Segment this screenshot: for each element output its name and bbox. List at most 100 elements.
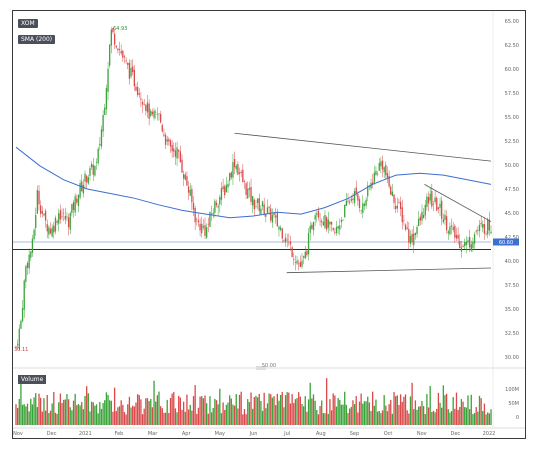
volume-bar [155,401,157,425]
volume-bar [427,407,430,425]
volume-bar [289,403,292,425]
price-tick-label: 45.00 [505,211,519,217]
candlestick-chart: 65.00 62.50 60.00 57.50 55.00 52.50 50.00 47.50… [13,11,525,437]
volume-panel-label[interactable]: Volume [18,375,47,384]
volume-bar [232,404,234,425]
volume-bar [250,392,252,425]
candle-body [291,247,293,257]
volume-bar [41,411,43,425]
candle-body [102,114,104,132]
candle-body [248,187,251,190]
candle-body [273,212,275,216]
candle-body [191,188,193,203]
candle-body [138,93,140,95]
candle-body [186,176,188,186]
candle-body [261,201,264,207]
volume-bar [278,400,280,425]
price-tick-label: 42.50 [505,235,519,241]
volume-bar [107,394,109,425]
center-annotation: 50.00 [262,363,276,369]
candle-body [113,33,116,45]
candle-body [268,206,270,208]
candle-body [176,147,178,159]
candle-body [296,260,298,264]
candle-body [72,202,75,211]
volume-bar [94,405,96,425]
volume-bar [87,393,89,425]
candle-body [258,198,260,212]
candle-body [209,212,211,227]
candle-body [406,227,408,229]
volume-bar [388,404,390,425]
volume-bar [118,406,121,425]
candle-body [472,241,474,248]
volume-bar [158,391,160,425]
sma-indicator-badge[interactable]: SMA (200) [18,35,56,44]
volume-bar [386,411,389,425]
volume-bar [133,406,135,425]
candle-body [316,213,318,215]
volume-bar [482,411,484,425]
candle-body [109,44,111,66]
volume-bar [373,405,375,425]
candle-body [414,232,417,236]
candle-body [447,231,449,234]
candle-body [38,190,40,205]
trend-line [286,267,492,274]
volume-bar [335,406,338,425]
candle-body [383,167,385,173]
candle-body [256,198,259,203]
candle-body [146,102,149,113]
candle-body [306,250,308,256]
volume-bar [321,400,323,425]
price-tick-label: 57.50 [505,91,519,97]
volume-bar [487,412,489,425]
volume-bar [483,403,486,425]
candle-body [206,227,208,238]
volume-bar [478,395,481,425]
volume-bar [86,386,88,425]
volume-bar [49,410,52,425]
volume-bar [296,398,298,425]
candle-body [367,185,369,197]
candle-body [337,226,339,229]
candle-body [49,228,52,234]
price-tick-label: 65.00 [505,19,519,25]
candle-body [158,113,160,115]
candle-body [442,219,444,223]
candle-body [33,229,35,240]
symbol-badge[interactable]: XOM [18,19,38,28]
volume-bar [281,392,283,425]
trend-line [424,184,492,222]
volume-bar [43,398,45,425]
volume-bar [76,405,78,425]
volume-bar [150,398,152,425]
volume-bar [312,394,315,425]
candle-body [202,226,205,228]
candle-body [289,241,292,245]
candle-body [490,231,492,234]
candle-body [439,203,441,208]
candle-body [207,223,209,225]
candle-body [252,196,254,206]
volume-bar [422,406,425,425]
candle-body [25,266,27,282]
candle-body [324,214,326,228]
candle-body [222,186,224,190]
candle-body [94,165,96,176]
volume-bar [63,399,65,425]
volume-bar [194,385,196,425]
volume-bar [330,410,333,425]
candle-body [100,129,103,147]
candle-body [276,213,278,226]
volume-bar [82,409,85,425]
price-tick-label: 37.50 [505,283,519,289]
candle-body [330,221,333,225]
candle-body [196,219,198,220]
candle-body [334,232,336,234]
candle-body [263,204,265,215]
x-tick-label: 2022 [483,431,496,437]
volume-bar [243,409,246,425]
candle-body [283,240,285,242]
volume-bar [48,413,50,425]
